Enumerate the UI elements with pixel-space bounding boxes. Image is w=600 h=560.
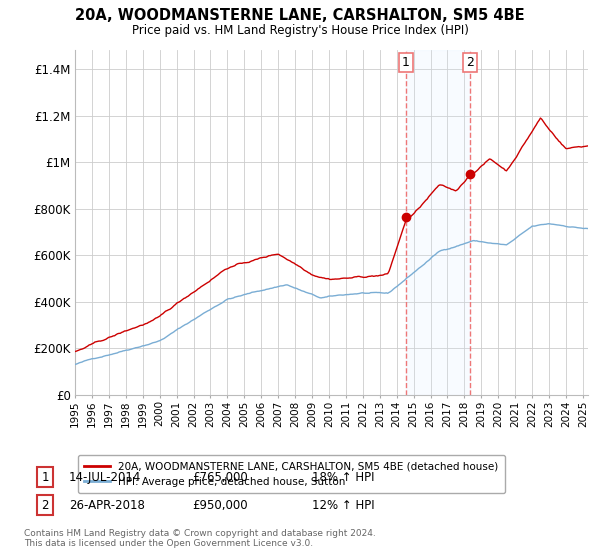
Text: Price paid vs. HM Land Registry's House Price Index (HPI): Price paid vs. HM Land Registry's House … (131, 24, 469, 37)
Legend: 20A, WOODMANSTERNE LANE, CARSHALTON, SM5 4BE (detached house), HPI: Average pric: 20A, WOODMANSTERNE LANE, CARSHALTON, SM5… (77, 455, 505, 493)
Text: This data is licensed under the Open Government Licence v3.0.: This data is licensed under the Open Gov… (24, 539, 313, 548)
Text: 2: 2 (466, 56, 474, 69)
Text: 12% ↑ HPI: 12% ↑ HPI (312, 498, 374, 512)
Text: £765,000: £765,000 (192, 470, 248, 484)
Text: 2: 2 (41, 498, 49, 512)
Text: 14-JUL-2014: 14-JUL-2014 (69, 470, 142, 484)
Text: 26-APR-2018: 26-APR-2018 (69, 498, 145, 512)
Text: Contains HM Land Registry data © Crown copyright and database right 2024.: Contains HM Land Registry data © Crown c… (24, 529, 376, 538)
Text: 1: 1 (41, 470, 49, 484)
Text: £950,000: £950,000 (192, 498, 248, 512)
Text: 20A, WOODMANSTERNE LANE, CARSHALTON, SM5 4BE: 20A, WOODMANSTERNE LANE, CARSHALTON, SM5… (75, 8, 525, 24)
Text: 1: 1 (402, 56, 410, 69)
Text: 18% ↑ HPI: 18% ↑ HPI (312, 470, 374, 484)
Bar (406, 50, 470, 395)
